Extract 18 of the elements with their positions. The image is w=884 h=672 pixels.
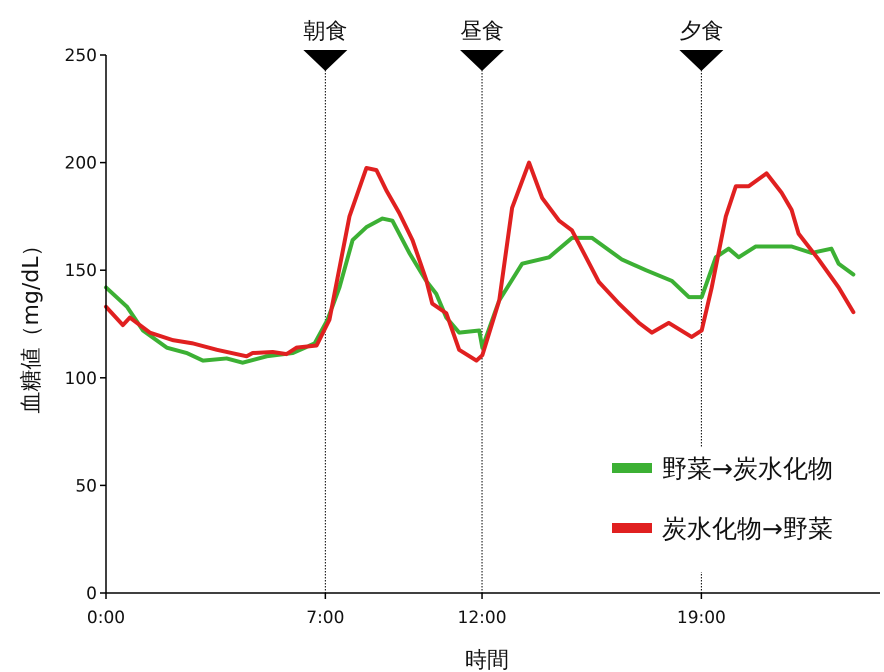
x-axis-title: 時間 [465, 648, 509, 672]
x-tick-label: 0:00 [86, 608, 126, 628]
y-tick-label: 150 [64, 261, 97, 282]
ref-line-label: 朝食 [303, 19, 348, 44]
y-tick-label: 250 [64, 46, 97, 66]
legend-label: 野菜→炭水化物 [662, 454, 833, 483]
legend-label: 炭水化物→野菜 [662, 514, 833, 543]
ref-line-label: 昼食 [460, 19, 504, 44]
x-tick-label: 19:00 [676, 608, 726, 628]
y-tick-label: 200 [64, 154, 97, 174]
ref-line-label: 夕食 [679, 19, 724, 44]
y-tick-label: 50 [75, 476, 97, 496]
x-tick-label: 7:00 [306, 608, 344, 628]
line-series [104, 160, 856, 363]
y-tick-label: 0 [86, 584, 97, 604]
x-tick-label: 12:00 [458, 608, 507, 628]
y-axis-title: 血糖値（mg/dL） [19, 234, 44, 414]
y-tick-label: 100 [64, 368, 97, 389]
